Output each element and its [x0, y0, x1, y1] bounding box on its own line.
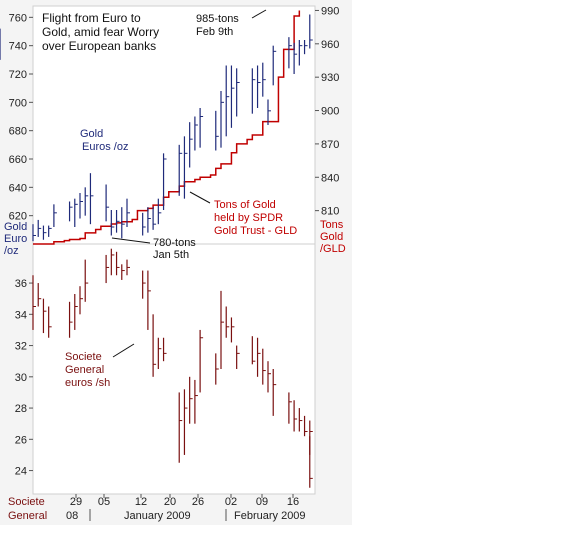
x-axis-tick-label: 16 [287, 496, 299, 508]
gld-series-label: Tons of Gold [214, 199, 276, 211]
socgen-axis-tick-label: 34 [15, 309, 27, 321]
gld-axis-tick-label: 930 [321, 72, 339, 84]
gold-axis-tick-label: 680 [9, 126, 27, 138]
annotation-780-tons: 780-tons [153, 237, 196, 249]
gold-axis-label: /oz [4, 245, 19, 257]
gold-series-label: Euros /oz [82, 141, 128, 153]
gld-axis-label: Gold [320, 231, 343, 243]
top-panel: 620 640 660 680 700 720 740 760 810 840 870 900 930 9… [0, 5, 346, 261]
gld-axis-tick-label: 990 [321, 5, 339, 17]
socgen-axis-tick-label: 36 [15, 278, 27, 290]
annotation-780-pointer [111, 237, 151, 244]
gold-axis-label: Gold [4, 221, 27, 233]
gld-axis-tick-label: 960 [321, 39, 339, 51]
socgen-axis-tick-label: 24 [15, 466, 27, 478]
annotation-985-tons: Feb 9th [196, 26, 233, 38]
gld-axis-tick-label: 900 [321, 106, 339, 118]
socgen-series-label: Societe [65, 351, 102, 363]
gld-series-label: held by SPDR [214, 212, 283, 224]
annotation-985-pointer [251, 9, 267, 19]
socgen-label-pointer [112, 343, 135, 358]
chart-title: over European banks [42, 39, 156, 53]
gold-axis-tick-label: 640 [9, 182, 27, 194]
gld-axis-tick-label: 840 [321, 172, 339, 184]
gold-axis-label: Euro [4, 233, 27, 245]
socgen-series-label: General [65, 364, 104, 376]
chart-title: Flight from Euro to [42, 11, 141, 25]
gld-axis-label: Tons [320, 219, 344, 231]
x-axis-tick-label: 05 [98, 496, 110, 508]
gold-axis-tick-label: 660 [9, 154, 27, 166]
annotation-985-tons: 985-tons [196, 13, 239, 25]
plot-area-frame [32, 5, 316, 495]
gld-axis-label: /GLD [320, 243, 346, 255]
socgen-axis-tick-label: 26 [15, 434, 27, 446]
x-period-label: January 2009 [124, 510, 191, 522]
socgen-axis-tick-label: 32 [15, 341, 27, 353]
socgen-axis-tick-label: 30 [15, 372, 27, 384]
gold-axis-tick-label: 620 [9, 211, 27, 223]
x-axis-tick-label: 12 [135, 496, 147, 508]
gld-axis-tick-label: 810 [321, 206, 339, 218]
gold-axis-tick-label: 700 [9, 97, 27, 109]
annotation-780-tons: Jan 5th [153, 249, 189, 261]
gld-label-pointer [189, 191, 211, 204]
chart-title: Gold, amid fear Worry [42, 25, 159, 39]
x-axis-tick-label: 29 [70, 496, 82, 508]
gld-series-label: Gold Trust - GLD [214, 225, 297, 237]
gld-axis-tick-label: 870 [321, 139, 339, 151]
socgen-series-label: euros /sh [65, 377, 110, 389]
socgen-axis-tick-label: 28 [15, 403, 27, 415]
socgen-corner-label: Societe [8, 496, 45, 508]
x-axis-tick-label: 09 [256, 496, 268, 508]
gold-axis-tick-label: 760 [9, 12, 27, 24]
gold-axis-tick-label: 740 [9, 41, 27, 53]
x-period-label: February 2009 [234, 510, 306, 522]
x-axis-tick-label: 20 [164, 496, 176, 508]
x-period-label: 08 [66, 510, 78, 522]
gld-tonnage-line [33, 10, 301, 245]
gold-series-label: Gold [80, 128, 103, 140]
gold-axis-tick-label: 720 [9, 69, 27, 81]
x-axis-tick-label: 26 [192, 496, 204, 508]
x-axis-tick-label: 02 [225, 496, 237, 508]
socgen-corner-label: General [8, 510, 47, 522]
